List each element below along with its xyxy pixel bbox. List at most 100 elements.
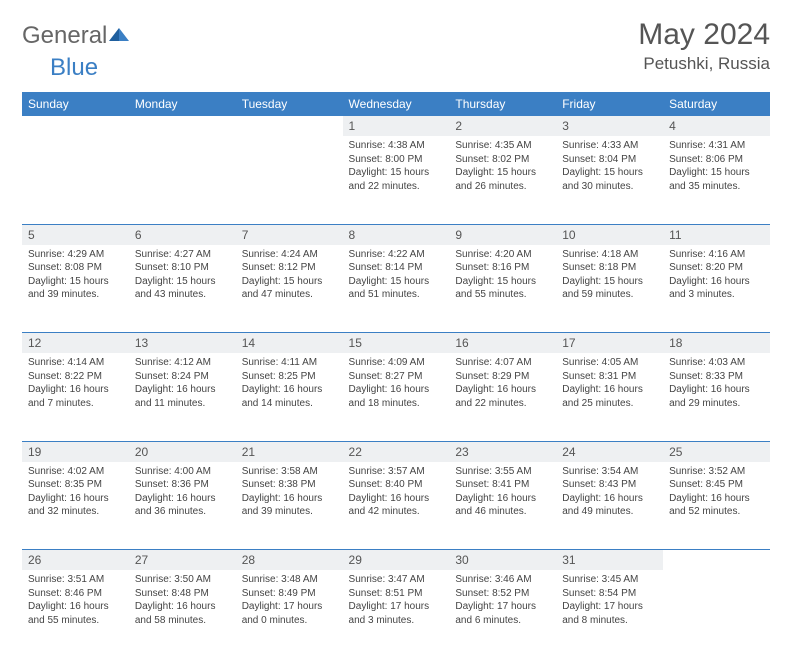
day-details: Sunrise: 3:48 AMSunset: 8:49 PMDaylight:… xyxy=(236,570,343,633)
day-content-cell: Sunrise: 3:48 AMSunset: 8:49 PMDaylight:… xyxy=(236,570,343,658)
day-content-cell: Sunrise: 4:02 AMSunset: 8:35 PMDaylight:… xyxy=(22,462,129,550)
day-content-cell: Sunrise: 4:35 AMSunset: 8:02 PMDaylight:… xyxy=(449,136,556,224)
day-content-cell xyxy=(129,136,236,224)
day-number-cell: 15 xyxy=(343,333,450,354)
day-content-row: Sunrise: 4:02 AMSunset: 8:35 PMDaylight:… xyxy=(22,462,770,550)
day-content-cell: Sunrise: 4:05 AMSunset: 8:31 PMDaylight:… xyxy=(556,353,663,441)
day-details: Sunrise: 4:12 AMSunset: 8:24 PMDaylight:… xyxy=(129,353,236,416)
day-content-cell: Sunrise: 4:00 AMSunset: 8:36 PMDaylight:… xyxy=(129,462,236,550)
day-number-cell xyxy=(236,116,343,136)
day-content-cell: Sunrise: 4:22 AMSunset: 8:14 PMDaylight:… xyxy=(343,245,450,333)
day-number-row: 567891011 xyxy=(22,224,770,245)
day-content-cell: Sunrise: 4:33 AMSunset: 8:04 PMDaylight:… xyxy=(556,136,663,224)
day-number-row: 1234 xyxy=(22,116,770,136)
day-details: Sunrise: 3:57 AMSunset: 8:40 PMDaylight:… xyxy=(343,462,450,525)
day-content-row: Sunrise: 3:51 AMSunset: 8:46 PMDaylight:… xyxy=(22,570,770,658)
day-details: Sunrise: 3:47 AMSunset: 8:51 PMDaylight:… xyxy=(343,570,450,633)
day-number-cell: 3 xyxy=(556,116,663,136)
day-details: Sunrise: 4:22 AMSunset: 8:14 PMDaylight:… xyxy=(343,245,450,308)
calendar-body: 1234Sunrise: 4:38 AMSunset: 8:00 PMDayli… xyxy=(22,116,770,658)
day-details: Sunrise: 4:31 AMSunset: 8:06 PMDaylight:… xyxy=(663,136,770,199)
day-number-cell xyxy=(129,116,236,136)
day-number-cell: 27 xyxy=(129,550,236,571)
day-number-cell: 28 xyxy=(236,550,343,571)
day-number-row: 12131415161718 xyxy=(22,333,770,354)
weekday-header: Friday xyxy=(556,92,663,116)
day-details: Sunrise: 3:52 AMSunset: 8:45 PMDaylight:… xyxy=(663,462,770,525)
day-details: Sunrise: 4:00 AMSunset: 8:36 PMDaylight:… xyxy=(129,462,236,525)
location: Petushki, Russia xyxy=(638,54,770,74)
day-content-cell: Sunrise: 3:55 AMSunset: 8:41 PMDaylight:… xyxy=(449,462,556,550)
day-content-cell xyxy=(22,136,129,224)
day-number-cell: 14 xyxy=(236,333,343,354)
logo-icon xyxy=(109,22,131,50)
day-content-cell: Sunrise: 4:20 AMSunset: 8:16 PMDaylight:… xyxy=(449,245,556,333)
day-number-cell: 29 xyxy=(343,550,450,571)
day-content-cell: Sunrise: 3:51 AMSunset: 8:46 PMDaylight:… xyxy=(22,570,129,658)
day-number-cell: 23 xyxy=(449,441,556,462)
day-number-cell: 22 xyxy=(343,441,450,462)
day-details: Sunrise: 4:02 AMSunset: 8:35 PMDaylight:… xyxy=(22,462,129,525)
day-content-cell xyxy=(236,136,343,224)
day-content-cell: Sunrise: 4:38 AMSunset: 8:00 PMDaylight:… xyxy=(343,136,450,224)
day-number-cell: 10 xyxy=(556,224,663,245)
day-content-cell: Sunrise: 4:12 AMSunset: 8:24 PMDaylight:… xyxy=(129,353,236,441)
day-content-cell: Sunrise: 3:50 AMSunset: 8:48 PMDaylight:… xyxy=(129,570,236,658)
day-details: Sunrise: 4:11 AMSunset: 8:25 PMDaylight:… xyxy=(236,353,343,416)
day-number-cell: 8 xyxy=(343,224,450,245)
day-number-cell: 11 xyxy=(663,224,770,245)
day-number-cell: 1 xyxy=(343,116,450,136)
day-details: Sunrise: 3:58 AMSunset: 8:38 PMDaylight:… xyxy=(236,462,343,525)
weekday-header: Thursday xyxy=(449,92,556,116)
day-details: Sunrise: 3:50 AMSunset: 8:48 PMDaylight:… xyxy=(129,570,236,633)
day-content-cell: Sunrise: 4:24 AMSunset: 8:12 PMDaylight:… xyxy=(236,245,343,333)
day-details: Sunrise: 4:29 AMSunset: 8:08 PMDaylight:… xyxy=(22,245,129,308)
day-content-cell: Sunrise: 4:07 AMSunset: 8:29 PMDaylight:… xyxy=(449,353,556,441)
day-number-cell: 26 xyxy=(22,550,129,571)
day-number-cell: 16 xyxy=(449,333,556,354)
day-content-cell: Sunrise: 3:57 AMSunset: 8:40 PMDaylight:… xyxy=(343,462,450,550)
day-content-cell: Sunrise: 4:16 AMSunset: 8:20 PMDaylight:… xyxy=(663,245,770,333)
day-details: Sunrise: 4:03 AMSunset: 8:33 PMDaylight:… xyxy=(663,353,770,416)
day-content-row: Sunrise: 4:14 AMSunset: 8:22 PMDaylight:… xyxy=(22,353,770,441)
day-content-cell: Sunrise: 4:09 AMSunset: 8:27 PMDaylight:… xyxy=(343,353,450,441)
day-number-row: 262728293031 xyxy=(22,550,770,571)
day-number-cell: 19 xyxy=(22,441,129,462)
day-number-cell xyxy=(663,550,770,571)
weekday-header: Wednesday xyxy=(343,92,450,116)
day-details: Sunrise: 4:16 AMSunset: 8:20 PMDaylight:… xyxy=(663,245,770,308)
day-details: Sunrise: 4:14 AMSunset: 8:22 PMDaylight:… xyxy=(22,353,129,416)
day-content-cell: Sunrise: 4:27 AMSunset: 8:10 PMDaylight:… xyxy=(129,245,236,333)
day-content-cell: Sunrise: 3:54 AMSunset: 8:43 PMDaylight:… xyxy=(556,462,663,550)
weekday-header: Saturday xyxy=(663,92,770,116)
day-number-cell: 2 xyxy=(449,116,556,136)
weekday-header-row: SundayMondayTuesdayWednesdayThursdayFrid… xyxy=(22,92,770,116)
day-content-cell: Sunrise: 3:46 AMSunset: 8:52 PMDaylight:… xyxy=(449,570,556,658)
day-number-cell: 12 xyxy=(22,333,129,354)
logo-text-1: General xyxy=(22,22,107,50)
day-content-cell: Sunrise: 4:29 AMSunset: 8:08 PMDaylight:… xyxy=(22,245,129,333)
day-details: Sunrise: 4:20 AMSunset: 8:16 PMDaylight:… xyxy=(449,245,556,308)
day-details: Sunrise: 3:54 AMSunset: 8:43 PMDaylight:… xyxy=(556,462,663,525)
month-title: May 2024 xyxy=(638,18,770,52)
logo-text-2: Blue xyxy=(50,54,98,82)
day-content-cell: Sunrise: 4:18 AMSunset: 8:18 PMDaylight:… xyxy=(556,245,663,333)
day-details: Sunrise: 4:09 AMSunset: 8:27 PMDaylight:… xyxy=(343,353,450,416)
day-content-cell: Sunrise: 3:52 AMSunset: 8:45 PMDaylight:… xyxy=(663,462,770,550)
day-details: Sunrise: 4:27 AMSunset: 8:10 PMDaylight:… xyxy=(129,245,236,308)
day-number-cell: 24 xyxy=(556,441,663,462)
day-content-cell xyxy=(663,570,770,658)
day-content-cell: Sunrise: 4:03 AMSunset: 8:33 PMDaylight:… xyxy=(663,353,770,441)
day-details: Sunrise: 3:51 AMSunset: 8:46 PMDaylight:… xyxy=(22,570,129,633)
day-details: Sunrise: 3:45 AMSunset: 8:54 PMDaylight:… xyxy=(556,570,663,633)
day-details: Sunrise: 3:55 AMSunset: 8:41 PMDaylight:… xyxy=(449,462,556,525)
day-content-cell: Sunrise: 4:31 AMSunset: 8:06 PMDaylight:… xyxy=(663,136,770,224)
day-number-cell xyxy=(22,116,129,136)
day-number-cell: 18 xyxy=(663,333,770,354)
day-details: Sunrise: 4:38 AMSunset: 8:00 PMDaylight:… xyxy=(343,136,450,199)
day-number-cell: 17 xyxy=(556,333,663,354)
day-content-row: Sunrise: 4:29 AMSunset: 8:08 PMDaylight:… xyxy=(22,245,770,333)
day-number-cell: 13 xyxy=(129,333,236,354)
title-block: May 2024 Petushki, Russia xyxy=(638,18,770,74)
day-number-cell: 4 xyxy=(663,116,770,136)
